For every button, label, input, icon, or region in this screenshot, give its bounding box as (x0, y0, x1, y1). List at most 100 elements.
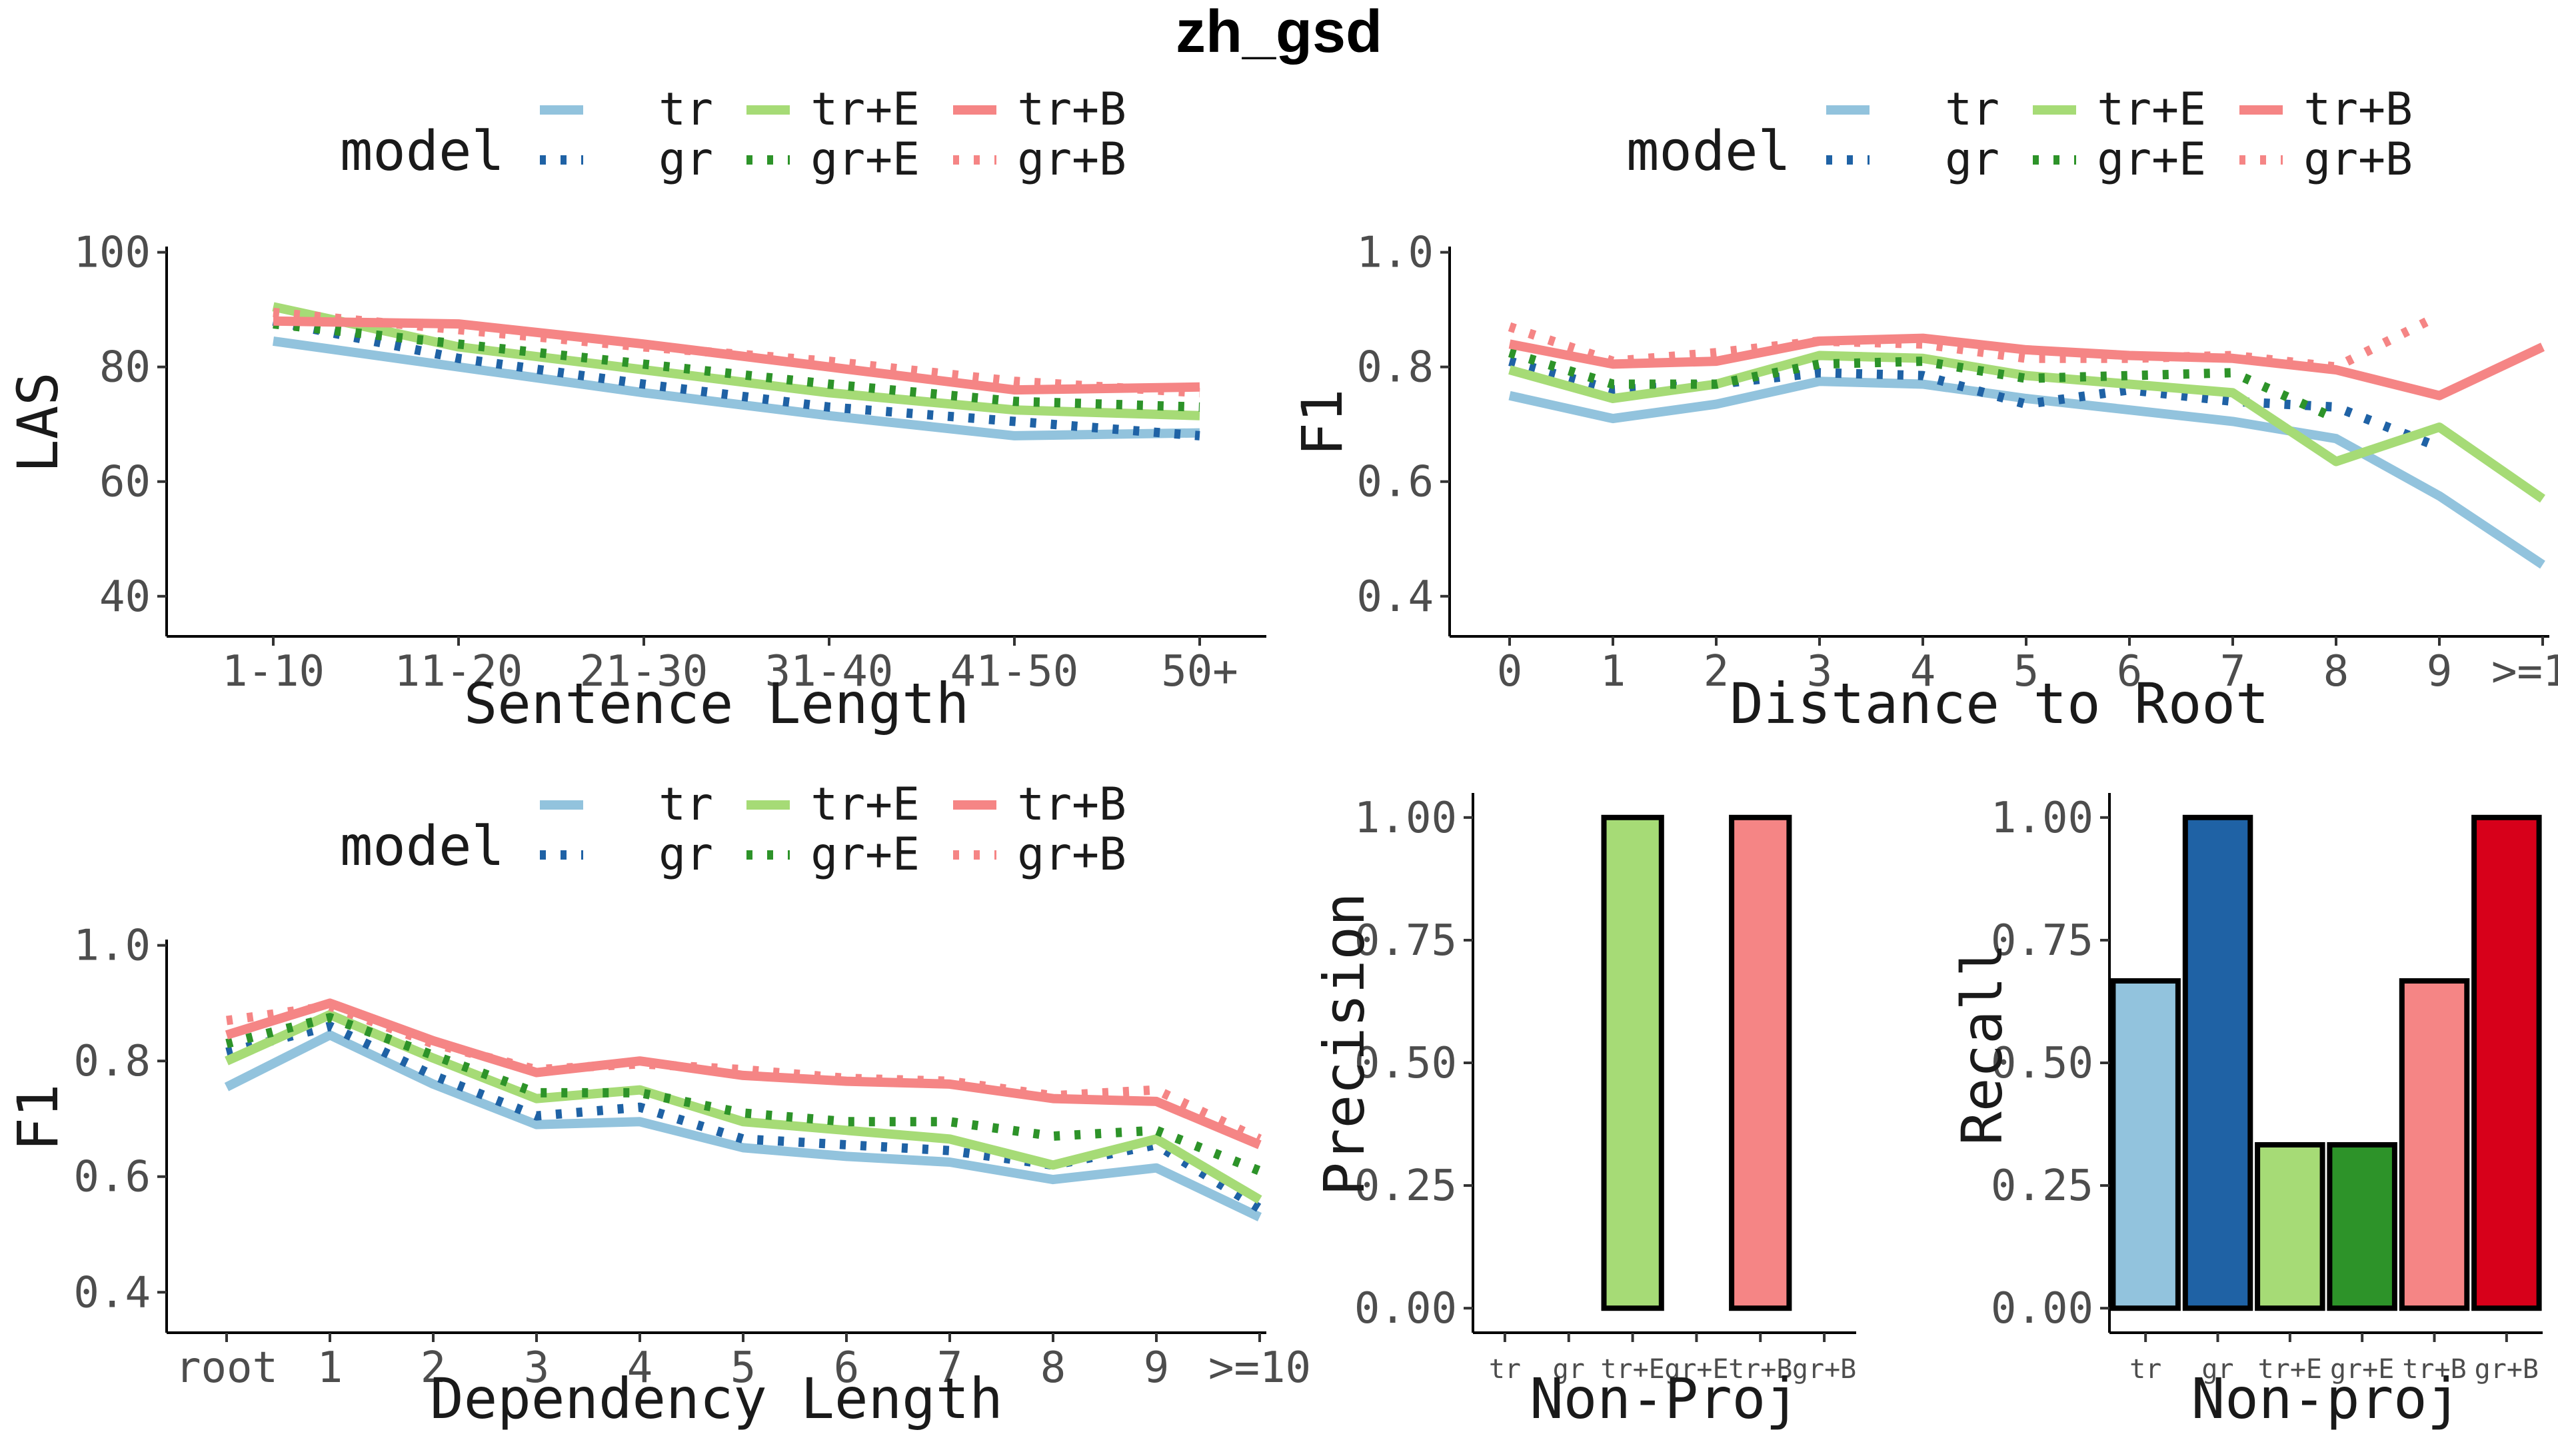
y-tick-label: 0.75 (1991, 916, 2093, 966)
y-tick-label: 0.6 (1356, 458, 1434, 507)
series-line-trplus-b (1508, 333, 2545, 400)
x-tick-label-trplus-e: tr+E (2258, 1354, 2322, 1385)
legend-label-grplus-b: gr+B (2303, 133, 2413, 186)
y-tick-label: 0.50 (1991, 1039, 2093, 1088)
y-tick-label: 0.00 (1991, 1284, 2093, 1333)
series-line-tr (273, 336, 1200, 440)
x-tick-label-5: 5 (2013, 647, 2039, 696)
legend-title: model (340, 815, 505, 878)
x-tick-label-21-30: 21-30 (580, 647, 708, 696)
x-tick-label-tr: tr (2129, 1354, 2161, 1385)
legend-label-gr: gr (658, 133, 713, 186)
legend-title: model (1626, 120, 1791, 183)
x-tick-label-41-50: 41-50 (950, 647, 1079, 696)
legend-label-grplus-e: gr+E (2097, 133, 2206, 186)
y-tick-label: 80 (99, 343, 151, 392)
legend-label-trplus-e: tr+E (2097, 83, 2206, 136)
legend-label-tr: tr (658, 83, 713, 136)
panel-non-proj-precision: 0.00 0.25 0.50 0.75 1.00 tr gr tr+E gr+E tr+B gr+B… (1312, 793, 1856, 1431)
y-tick-label: 0.8 (73, 1037, 151, 1086)
legend-label-grplus-b: gr+B (1017, 133, 1126, 186)
x-axis-label: Non-proj (2191, 1366, 2461, 1431)
x-tick-label-grplus-e: gr+E (2330, 1354, 2394, 1385)
y-tick-label: 60 (99, 458, 151, 507)
x-tick-label-2: 2 (421, 1343, 447, 1393)
x-tick-label-1: 1 (317, 1343, 343, 1393)
series-line-trplus-e (1508, 351, 2545, 503)
legend-label-grplus-e: gr+E (810, 828, 920, 881)
legend-label-grplus-b: gr+B (1017, 828, 1126, 881)
legend-label-grplus-e: gr+E (810, 133, 920, 186)
legend-label-gr: gr (658, 828, 713, 881)
x-tick-label-3: 3 (1807, 647, 1833, 696)
x-tick-label-1: 1 (1600, 647, 1626, 696)
x-tick-label-root: root (175, 1343, 278, 1393)
bar-trplus-b (2399, 978, 2470, 1311)
legend-label-trplus-b: tr+B (2303, 83, 2413, 136)
bar-grplus-e (2327, 1142, 2397, 1311)
x-tick-label-grplus-b: gr+B (2475, 1354, 2539, 1385)
legend-label-trplus-b: tr+B (1017, 778, 1126, 831)
bar-gr (2182, 814, 2253, 1311)
y-tick-label: 0.25 (1354, 1161, 1457, 1211)
x-tick-label-50plus: 50+ (1161, 647, 1238, 696)
x-tick-label-gr: gr (2201, 1354, 2233, 1385)
y-tick-label: 40 (99, 572, 151, 622)
x-tick-label-6: 6 (834, 1343, 860, 1393)
x-tick-label-2: 2 (1704, 647, 1730, 696)
x-tick-label-4: 4 (627, 1343, 653, 1393)
x-tick-label-1-10: 1-10 (222, 647, 325, 696)
bar-tr (2110, 978, 2181, 1311)
x-tick-label-3: 3 (524, 1343, 550, 1393)
figure-title: zh_gsd (1176, 0, 1382, 65)
series-line-trplus-b (273, 316, 1200, 395)
bar-trplus-e (2255, 1142, 2325, 1311)
x-tick-label-trplus-b: tr+B (1728, 1354, 1792, 1385)
legend-label-tr: tr (1945, 83, 1999, 136)
y-tick-label: 0.00 (1354, 1284, 1457, 1333)
legend-title: model (340, 120, 505, 183)
series-line-trplus-b (225, 998, 1262, 1149)
y-tick-label: 0.6 (73, 1153, 151, 1202)
y-tick-label: 1.00 (1354, 794, 1457, 843)
y-tick-label: 0.25 (1991, 1161, 2093, 1211)
bar-grplus-b (2471, 814, 2542, 1311)
x-tick-label-trplus-e: tr+E (1600, 1354, 1664, 1385)
series-line-tr (224, 1030, 1262, 1221)
series-line-trplus-e (225, 1010, 1262, 1204)
x-tick-label-ge10: >=10 (2491, 647, 2558, 696)
x-axis-label: Sentence Length (464, 671, 970, 736)
bar-trplus-b (1729, 814, 1792, 1311)
x-tick-label-trplus-b: tr+B (2402, 1354, 2466, 1385)
legend-label-gr: gr (1945, 133, 1999, 186)
x-tick-label-9: 9 (1144, 1343, 1170, 1393)
y-tick-label: 0.75 (1354, 916, 1457, 966)
x-tick-label-ge10: >=10 (1208, 1343, 1311, 1393)
panel-dependency-length: 0.4 0.6 0.8 1.0 root 1 2 3 4 5 6 7 8 9 >=10 Dependency … (5, 922, 1311, 1431)
x-tick-label-grplus-b: gr+B (1792, 1354, 1856, 1385)
y-tick-label: 100 (73, 229, 151, 278)
panel-non-proj-recall: 0.00 0.25 0.50 0.75 1.00 tr gr tr+E gr+E tr+B gr+B… (1949, 793, 2543, 1431)
x-tick-label-4: 4 (1910, 647, 1936, 696)
y-tick-label: 1.0 (73, 922, 151, 971)
x-tick-label-0: 0 (1497, 647, 1523, 696)
x-axis-label: Non-Proj (1530, 1366, 1800, 1431)
y-axis-label: Precision (1312, 892, 1377, 1195)
x-tick-label-tr: tr (1489, 1354, 1521, 1385)
x-tick-label-7: 7 (937, 1343, 963, 1393)
x-tick-label-6: 6 (2117, 647, 2143, 696)
legend-label-trplus-e: tr+E (810, 83, 920, 136)
legend-label-trplus-b: tr+B (1017, 83, 1126, 136)
y-tick-label: 0.4 (1356, 572, 1434, 622)
panel-distance-to-root: 0.4 0.6 0.8 1.0 0 1 2 3 4 5 6 7 8 9 >=10 Distance to Ro… (1290, 229, 2558, 736)
y-tick-label: 1.0 (1356, 229, 1434, 278)
y-axis-label: Recall (1949, 943, 2015, 1145)
x-axis-label: Dependency Length (430, 1366, 1003, 1431)
x-tick-label-8: 8 (2323, 647, 2349, 696)
y-axis-label: LAS (5, 372, 71, 473)
